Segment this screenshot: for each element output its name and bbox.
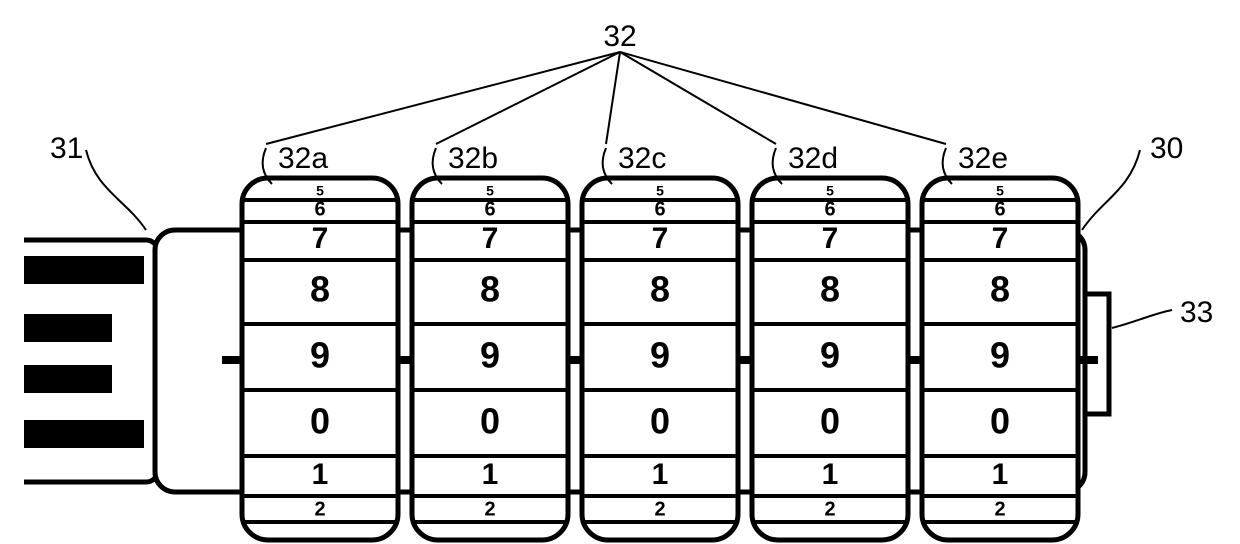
wheel-sublabel: 32c <box>618 142 666 175</box>
wheel-sublabel: 32d <box>788 142 838 175</box>
wheel-digit: 8 <box>480 269 500 310</box>
wheel-digit: 0 <box>820 401 840 442</box>
wheel-digit: 5 <box>316 183 324 199</box>
wheel-digit: 6 <box>824 198 835 220</box>
wheel-digit: 9 <box>310 335 330 376</box>
connector-pin <box>24 365 112 393</box>
wheel-digit: 5 <box>996 183 1004 199</box>
label-32: 32 <box>603 20 636 53</box>
wheel-digit: 6 <box>654 198 665 220</box>
wheel-digit: 8 <box>650 269 670 310</box>
wheel-digit: 2 <box>994 498 1005 520</box>
leader-line <box>1082 150 1140 230</box>
wheel-digit: 7 <box>652 222 669 255</box>
label-33: 33 <box>1180 296 1213 329</box>
code-wheel[interactable]: 567 8 9 0 1 2 32d <box>752 142 922 540</box>
wheel-digit: 1 <box>482 458 499 491</box>
wheel-digit: 9 <box>820 335 840 376</box>
wheel-digit: 9 <box>480 335 500 376</box>
label-31: 31 <box>50 132 83 165</box>
wheel-digit: 9 <box>650 335 670 376</box>
wheel-digit: 7 <box>482 222 499 255</box>
wheel-digit: 2 <box>824 498 835 520</box>
wheel-digit: 7 <box>992 222 1009 255</box>
leader-line <box>620 52 776 144</box>
wheel-digit: 2 <box>314 498 325 520</box>
leader-line <box>86 150 146 230</box>
wheel-digit: 6 <box>314 198 325 220</box>
end-cap <box>1085 294 1109 414</box>
leader-line <box>266 52 620 144</box>
wheel-digit: 1 <box>652 458 669 491</box>
wheel-digit: 5 <box>486 183 494 199</box>
diagram-root: 5678901232a5678901232b5678901232c5678901… <box>0 0 1240 544</box>
wheel-digit: 1 <box>822 458 839 491</box>
wheel-digit: 0 <box>310 401 330 442</box>
wheel-digit: 6 <box>994 198 1005 220</box>
code-wheel[interactable]: 567 8 9 0 1 2 32e <box>922 142 1098 540</box>
wheel-digit: 7 <box>822 222 839 255</box>
wheel-digit: 7 <box>312 222 329 255</box>
leader-line <box>1112 310 1172 328</box>
wheel-digit: 0 <box>480 401 500 442</box>
wheel-sublabel: 32a <box>278 142 328 175</box>
leader-line <box>436 52 620 144</box>
leader-line <box>606 52 620 144</box>
wheel-digit: 2 <box>484 498 495 520</box>
wheel-digit: 1 <box>992 458 1009 491</box>
connector-pin <box>24 420 144 448</box>
leader-line <box>620 52 946 144</box>
code-wheel[interactable]: 567 8 9 0 1 2 32c <box>582 142 752 540</box>
label-30: 30 <box>1150 132 1183 165</box>
wheel-digit: 2 <box>654 498 665 520</box>
wheel-digit: 6 <box>484 198 495 220</box>
wheel-digit: 9 <box>990 335 1010 376</box>
wheel-digit: 1 <box>312 458 329 491</box>
wheel-sublabel: 32b <box>448 142 498 175</box>
wheel-digit: 5 <box>826 183 834 199</box>
code-wheel[interactable]: 567 8 9 0 1 2 32a <box>222 142 412 540</box>
connector-pin <box>24 256 144 284</box>
wheel-digit: 8 <box>990 269 1010 310</box>
code-wheel[interactable]: 567 8 9 0 1 2 32b <box>412 142 582 540</box>
wheel-sublabel: 32e <box>958 142 1008 175</box>
connector-pin <box>24 314 112 342</box>
wheel-digit: 8 <box>820 269 840 310</box>
wheel-digit: 0 <box>990 401 1010 442</box>
wheel-digit: 0 <box>650 401 670 442</box>
wheel-digit: 5 <box>656 183 664 199</box>
wheel-digit: 8 <box>310 269 330 310</box>
